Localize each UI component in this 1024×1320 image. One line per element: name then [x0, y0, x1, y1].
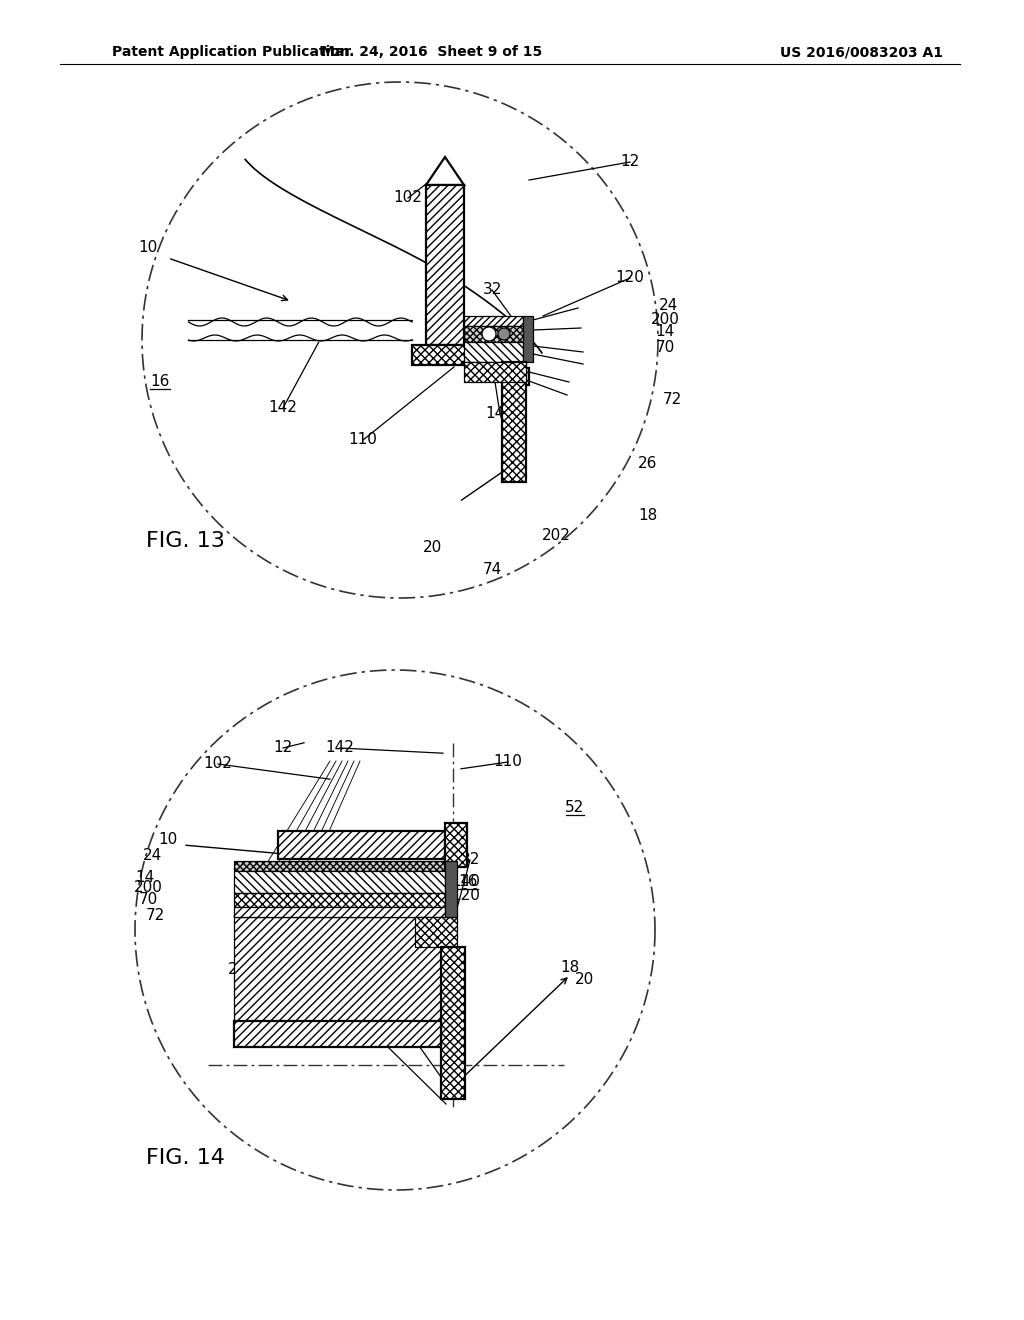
Text: 32: 32 [461, 853, 479, 867]
Text: US 2016/0083203 A1: US 2016/0083203 A1 [780, 45, 943, 59]
Bar [412, 345, 478, 366]
Circle shape [498, 327, 510, 341]
Text: 110: 110 [348, 433, 378, 447]
Bar [426, 185, 464, 345]
Bar [445, 861, 457, 917]
Text: Patent Application Publication: Patent Application Publication [112, 45, 350, 59]
Text: 10: 10 [159, 833, 177, 847]
Text: 70: 70 [655, 341, 675, 355]
Text: 200: 200 [133, 880, 163, 895]
Text: 202: 202 [374, 994, 402, 1010]
Text: 72: 72 [145, 908, 165, 924]
Text: 102: 102 [204, 756, 232, 771]
Bar [278, 832, 445, 859]
Text: 18: 18 [560, 961, 580, 975]
Bar [464, 342, 523, 362]
Bar [233, 1020, 441, 1047]
Bar [233, 871, 445, 894]
Bar [523, 315, 534, 362]
Text: 20: 20 [422, 540, 441, 556]
Text: 24: 24 [142, 849, 162, 863]
Text: 20: 20 [575, 973, 595, 987]
Text: 120: 120 [452, 888, 480, 903]
Text: 16: 16 [459, 874, 477, 890]
Text: 14: 14 [135, 870, 155, 886]
Text: 110: 110 [494, 755, 522, 770]
Bar [445, 822, 467, 867]
Text: 26: 26 [228, 962, 248, 978]
Bar [415, 917, 457, 946]
Text: 120: 120 [615, 271, 644, 285]
Text: 24: 24 [658, 298, 678, 314]
Bar [464, 315, 523, 326]
Text: 74: 74 [482, 562, 502, 578]
Polygon shape [426, 157, 464, 185]
Bar [502, 362, 526, 482]
Text: 32: 32 [482, 282, 502, 297]
Text: 140: 140 [485, 407, 514, 421]
Text: 200: 200 [650, 313, 680, 327]
Text: Mar. 24, 2016  Sheet 9 of 15: Mar. 24, 2016 Sheet 9 of 15 [322, 45, 543, 59]
Text: FIG. 14: FIG. 14 [145, 1148, 224, 1168]
Text: 14: 14 [655, 325, 675, 339]
Text: 142: 142 [268, 400, 297, 416]
Text: 12: 12 [621, 154, 640, 169]
Text: 18: 18 [638, 508, 657, 524]
Text: FIG. 13: FIG. 13 [145, 531, 224, 550]
Text: 72: 72 [663, 392, 682, 408]
Polygon shape [233, 917, 441, 1026]
Bar [464, 326, 523, 342]
Bar [464, 362, 526, 381]
Circle shape [482, 327, 496, 341]
Text: 202: 202 [542, 528, 570, 544]
Text: 74: 74 [331, 993, 349, 1007]
Text: 142: 142 [326, 741, 354, 755]
Text: 140: 140 [452, 874, 480, 890]
Text: 52: 52 [564, 800, 584, 816]
Bar [233, 861, 445, 871]
Bar [233, 894, 445, 907]
Text: 16: 16 [151, 375, 170, 389]
Text: 10: 10 [138, 240, 158, 256]
Text: 70: 70 [138, 892, 158, 908]
Bar [233, 907, 445, 917]
Bar [526, 368, 529, 385]
Text: 102: 102 [393, 190, 423, 206]
Bar [441, 946, 465, 1100]
Text: 12: 12 [273, 741, 293, 755]
Text: 26: 26 [638, 457, 657, 471]
